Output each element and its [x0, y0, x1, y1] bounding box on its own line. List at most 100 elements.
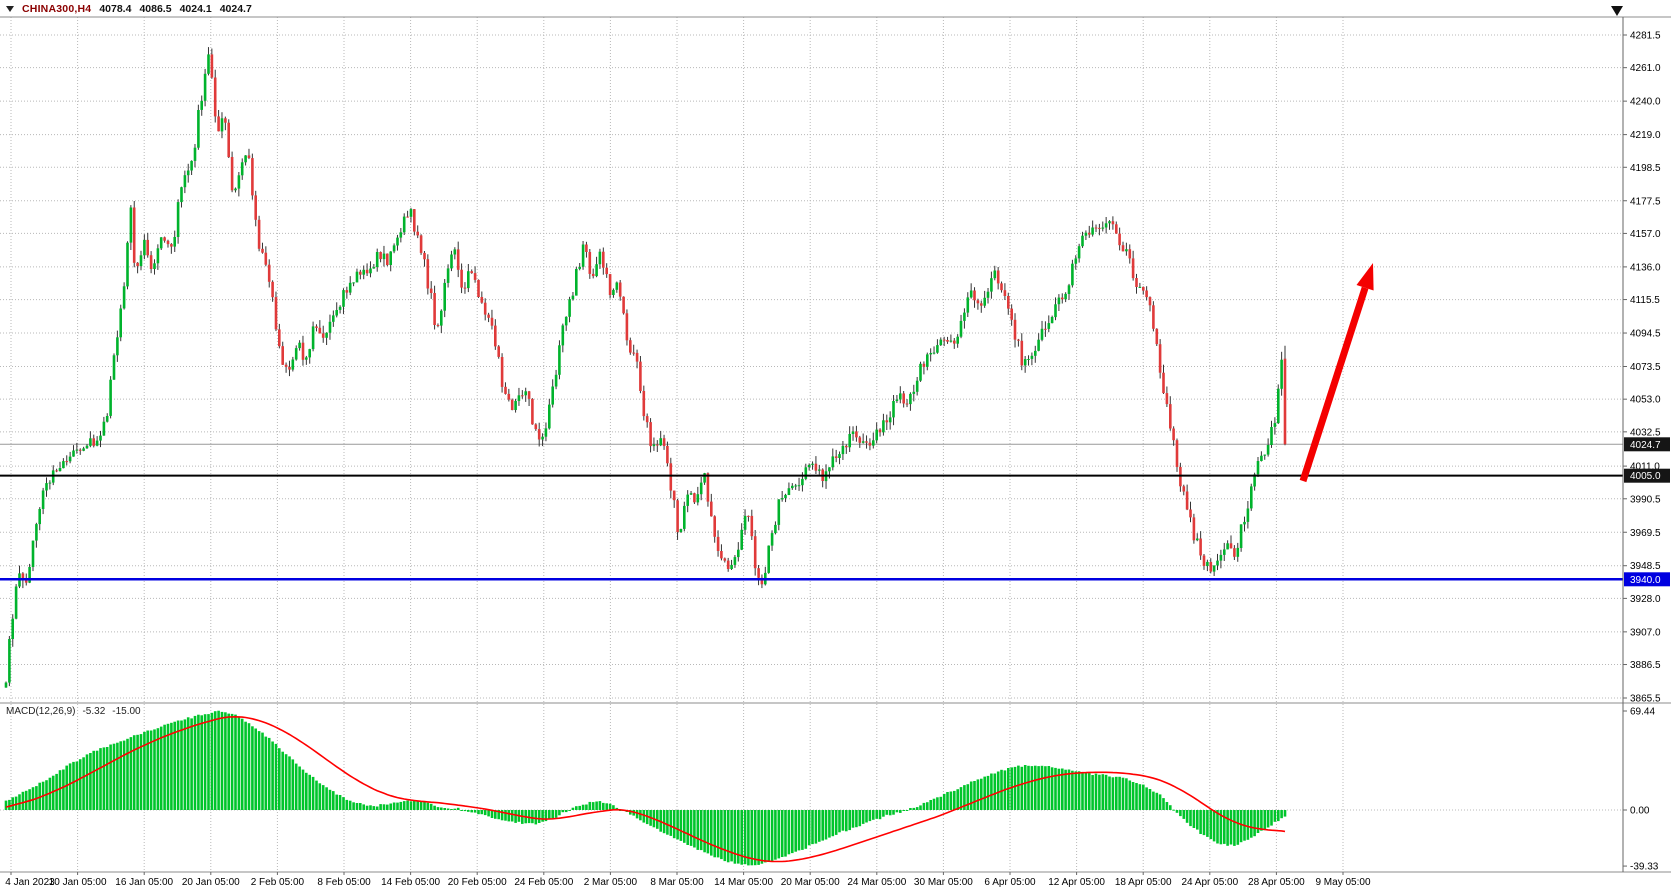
candle-body — [885, 420, 889, 423]
candle-body — [1104, 223, 1108, 228]
candle-body — [733, 557, 737, 565]
candle-body — [720, 551, 723, 559]
candle-body — [882, 420, 885, 433]
candle-body — [740, 529, 743, 550]
candle-body — [936, 345, 939, 353]
macd-histogram-bar — [608, 803, 612, 810]
macd-histogram-bar — [828, 810, 831, 838]
macd-histogram-bar — [166, 723, 170, 810]
price-tick-label: 3865.5 — [1630, 694, 1661, 705]
macd-histogram-bar — [561, 810, 565, 813]
macd-tick-label: 69.44 — [1630, 707, 1655, 718]
macd-histogram-bar — [419, 801, 423, 810]
candle-body — [392, 245, 396, 252]
candle-body — [352, 282, 355, 284]
macd-histogram-bar — [379, 804, 382, 810]
macd-histogram-bar — [423, 802, 426, 810]
macd-histogram-bar — [662, 810, 666, 834]
candle-body — [224, 118, 227, 123]
macd-histogram-bar — [18, 794, 21, 810]
macd-histogram-bar — [743, 810, 747, 865]
macd-histogram-bar — [821, 810, 824, 841]
time-axis-label: 14 Mar 05:00 — [714, 877, 773, 888]
symbol-dropdown-icon[interactable] — [6, 6, 14, 12]
macd-histogram-bar — [294, 763, 298, 810]
macd-histogram-bar — [1246, 810, 1250, 840]
macd-histogram-bar — [507, 810, 511, 822]
macd-histogram-bar — [352, 802, 355, 810]
candle-body — [814, 463, 818, 471]
candle-body — [1142, 286, 1145, 291]
macd-histogram-bar — [1212, 810, 1216, 842]
candle-body — [730, 564, 733, 569]
candle-body — [1108, 221, 1111, 224]
candle-body — [301, 342, 305, 360]
candle-body — [1121, 245, 1125, 252]
macd-histogram-bar — [1010, 767, 1013, 810]
macd-histogram-bar — [95, 750, 99, 810]
candle-body — [564, 316, 568, 326]
time-axis-label: 6 Apr 05:00 — [984, 877, 1036, 888]
macd-histogram-bar — [750, 810, 754, 866]
macd-histogram-bar — [602, 802, 605, 810]
trend-arrow-shaft[interactable] — [1299, 286, 1369, 483]
macd-histogram-bar — [939, 796, 943, 810]
macd-histogram-bar — [315, 780, 318, 810]
candle-body — [55, 470, 58, 472]
macd-histogram-bar — [200, 715, 203, 810]
macd-histogram-bar — [544, 810, 548, 822]
macd-main-value: -5.32 — [82, 706, 106, 717]
candle-body — [105, 416, 109, 422]
candle-body — [791, 485, 794, 489]
candle-body — [41, 490, 45, 509]
macd-histogram-bar — [14, 796, 18, 810]
candle-body — [173, 237, 176, 247]
candle-body — [990, 278, 993, 292]
macd-histogram-bar — [642, 810, 646, 823]
macd-histogram-bar — [237, 716, 241, 810]
candle-body — [1111, 221, 1115, 225]
macd-histogram-bar — [1266, 810, 1270, 828]
candle-body — [939, 339, 943, 346]
ohlc-open: 4078.4 — [99, 3, 132, 15]
macd-histogram-bar — [234, 714, 237, 810]
macd-histogram-bar — [136, 734, 139, 810]
candle-body — [818, 469, 821, 471]
macd-histogram-bar — [554, 810, 558, 818]
macd-histogram-bar — [1091, 775, 1094, 810]
candle-body — [31, 540, 35, 567]
candle-body — [207, 54, 210, 74]
macd-histogram-bar — [1121, 777, 1125, 810]
candle-body — [490, 317, 494, 326]
macd-histogram-bar — [1236, 810, 1240, 845]
candle-body — [429, 288, 433, 293]
candle-body — [595, 264, 598, 277]
macd-tick-label: -39.33 — [1630, 862, 1659, 873]
macd-histogram-bar — [274, 743, 278, 810]
chart-shift-marker-icon[interactable] — [1611, 6, 1623, 16]
candle-body — [602, 251, 605, 268]
macd-histogram-bar — [686, 810, 689, 845]
macd-histogram-bar — [1115, 776, 1118, 810]
macd-histogram-bar — [568, 810, 571, 811]
macd-histogram-bar — [487, 810, 490, 817]
macd-histogram-bar — [396, 802, 399, 810]
macd-histogram-bar — [1256, 810, 1260, 833]
candle-body — [612, 289, 615, 295]
time-axis-label: 2 Mar 05:00 — [584, 877, 638, 888]
candle-body — [342, 290, 345, 307]
trend-arrow-head[interactable] — [1356, 263, 1374, 291]
candle-body — [1054, 304, 1057, 318]
candle-body — [1172, 428, 1175, 441]
candle-body — [1199, 538, 1202, 556]
macd-histogram-bar — [119, 741, 122, 810]
candle-body — [551, 386, 554, 405]
macd-histogram-bar — [450, 809, 453, 810]
macd-histogram-bar — [372, 806, 376, 810]
candle-body — [470, 271, 473, 274]
candle-body — [1057, 297, 1061, 305]
macd-histogram-bar — [804, 810, 808, 849]
macd-histogram-bar — [760, 810, 764, 864]
time-axis-label: 18 Apr 05:00 — [1115, 877, 1172, 888]
